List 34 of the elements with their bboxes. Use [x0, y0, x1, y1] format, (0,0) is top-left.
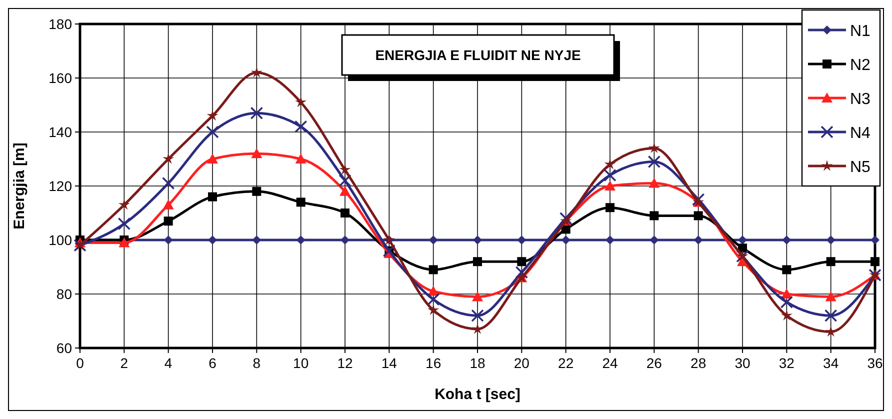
x-tick-label: 8 [252, 355, 261, 371]
x-axis-title: Koha t [sec] [434, 386, 520, 403]
legend-label: N4 [850, 125, 871, 142]
x-tick-label: 22 [558, 355, 574, 371]
y-tick-label: 180 [48, 16, 72, 32]
y-tick-label: 80 [56, 286, 72, 302]
x-tick-label: 2 [120, 355, 128, 371]
x-tick-label: 28 [690, 355, 706, 371]
y-axis-title: Energjia [m] [11, 142, 28, 230]
y-tick-label: 160 [48, 70, 72, 86]
x-tick-label: 36 [867, 355, 883, 371]
legend-label: N5 [850, 159, 871, 176]
x-tick-label: 14 [381, 355, 398, 371]
x-tick-label: 6 [208, 355, 217, 371]
x-tick-label: 24 [602, 355, 618, 371]
x-tick-label: 0 [76, 355, 84, 371]
text: ENERGJIA E FLUIDIT NE NYJE [375, 47, 581, 63]
legend-label: N2 [850, 57, 871, 74]
y-tick-label: 120 [48, 178, 72, 194]
y-tick-label: 60 [56, 340, 72, 356]
x-tick-label: 4 [164, 355, 172, 371]
x-tick-label: 26 [646, 355, 662, 371]
x-tick-label: 30 [734, 355, 750, 371]
x-tick-label: 34 [823, 355, 839, 371]
x-tick-label: 12 [337, 355, 353, 371]
x-tick-label: 10 [293, 355, 309, 371]
x-tick-label: 20 [514, 355, 530, 371]
x-tick-label: 16 [426, 355, 442, 371]
x-tick-label: 32 [778, 355, 795, 371]
y-tick-label: 140 [48, 124, 72, 140]
y-tick-label: 100 [48, 232, 72, 248]
legend-label: N3 [850, 91, 871, 108]
x-tick-label: 18 [470, 355, 486, 371]
legend-label: N1 [850, 23, 871, 40]
